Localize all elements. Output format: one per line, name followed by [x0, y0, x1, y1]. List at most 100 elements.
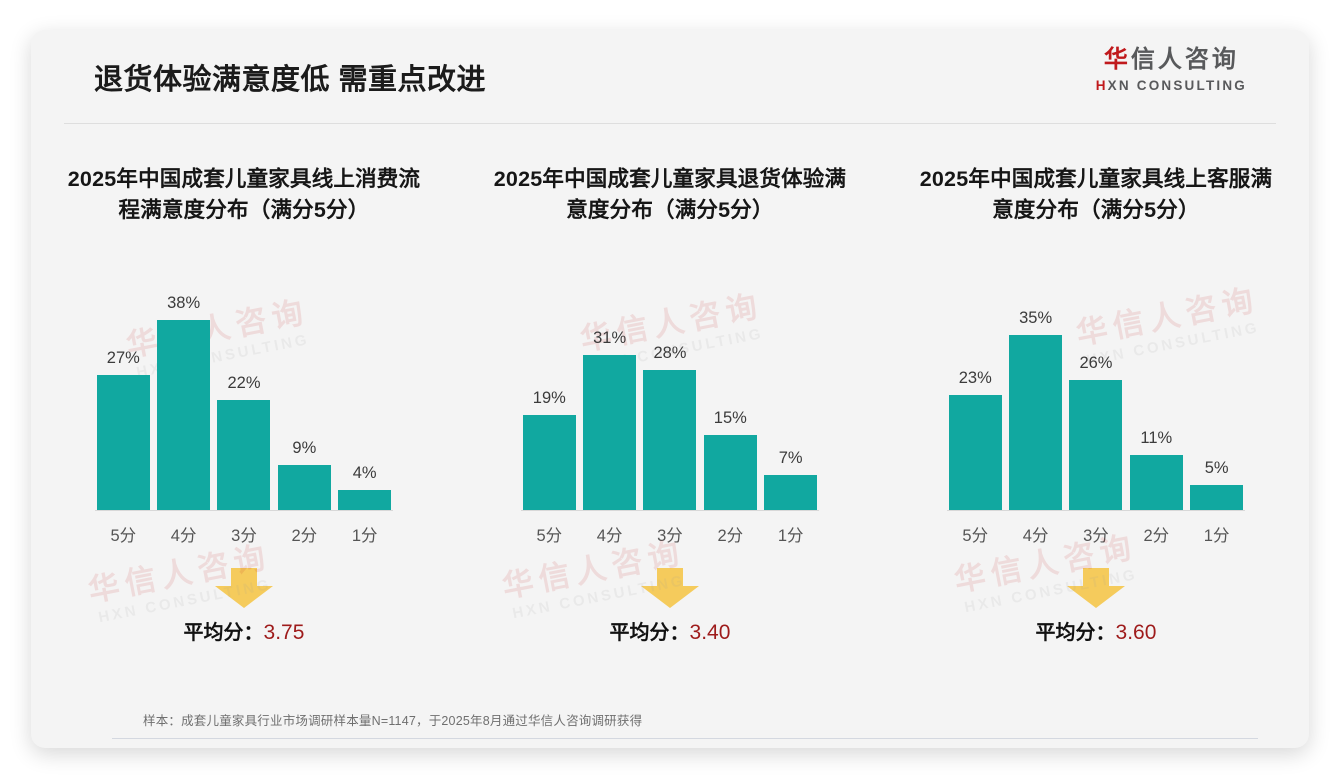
- bar-rect[interactable]: [643, 370, 697, 511]
- bar-value-label: 15%: [713, 409, 747, 428]
- category-label: 2分: [1143, 527, 1170, 546]
- bar-rect[interactable]: [948, 395, 1002, 511]
- bar-item[interactable]: 11%: [1128, 261, 1185, 511]
- bar-item[interactable]: 22%: [216, 261, 273, 511]
- bar-item[interactable]: 7%: [762, 261, 819, 511]
- chart-title: 2025年中国成套儿童家具线上客服满意度分布（满分5分）: [919, 167, 1273, 222]
- bar-item[interactable]: 19%: [521, 261, 578, 511]
- category-label: 1分: [1203, 527, 1230, 546]
- chart-panel-3: 2025年中国成套儿童家具线上客服满意度分布（满分5分） 华信人咨询 HXN C…: [883, 142, 1309, 645]
- bar-rect[interactable]: [1129, 455, 1183, 511]
- bar-rect[interactable]: [277, 465, 331, 511]
- average-label: 平均分：: [609, 622, 690, 645]
- bar-rect[interactable]: [217, 400, 271, 511]
- bar-plot: 华信人咨询 HXN CONSULTING 27% 38% 22%: [95, 261, 393, 512]
- bar-group: 27% 38% 22% 9%: [95, 261, 393, 511]
- bar-value-label: 19%: [532, 389, 566, 408]
- bar-rect[interactable]: [157, 320, 211, 511]
- down-arrow-icon: [640, 568, 699, 609]
- category-label: 3分: [231, 527, 257, 546]
- average-label: 平均分：: [183, 622, 264, 645]
- chart-panel-1: 2025年中国成套儿童家具线上消费流程满意度分布（满分5分） 华信人咨询 HXN…: [31, 142, 457, 645]
- charts-container: 2025年中国成套儿童家具线上消费流程满意度分布（满分5分） 华信人咨询 HXN…: [31, 142, 1309, 645]
- bar-value-label: 26%: [1079, 354, 1113, 373]
- average-score: 平均分：3.75: [37, 616, 451, 645]
- sample-footnote: 样本：成套儿童家具行业市场调研样本量N=1147，于2025年8月通过华信人咨询…: [143, 714, 643, 728]
- category-axis: 5分 4分 3分 2分 1分: [947, 522, 1245, 546]
- bar-item[interactable]: 31%: [581, 261, 638, 511]
- logo-chinese-rest: 信人咨询: [1130, 46, 1239, 73]
- average-value: 3.75: [263, 621, 305, 645]
- bar-rect[interactable]: [522, 415, 576, 511]
- down-arrow-icon: [214, 568, 273, 609]
- category-axis: 5分 4分 3分 2分 1分: [521, 522, 819, 546]
- bar-item[interactable]: 9%: [276, 261, 333, 511]
- chart-title: 2025年中国成套儿童家具线上消费流程满意度分布（满分5分）: [67, 167, 421, 222]
- bar-rect[interactable]: [1069, 380, 1123, 511]
- category-label: 4分: [1022, 527, 1049, 546]
- bar-item[interactable]: 35%: [1007, 261, 1064, 511]
- category-axis: 5分 4分 3分 2分 1分: [95, 522, 393, 546]
- bar-value-label: 23%: [958, 369, 992, 388]
- bar-group: 19% 31% 28% 15%: [521, 261, 819, 511]
- bar-rect[interactable]: [1009, 335, 1063, 511]
- bar-value-label: 27%: [106, 349, 140, 368]
- bar-rect[interactable]: [764, 475, 818, 511]
- average-block: 华信人咨询 HXN CONSULTING 平均分：3.40: [463, 535, 877, 645]
- axis-baseline: [520, 510, 819, 512]
- bar-value-label: 31%: [593, 329, 627, 348]
- slide-footer: ©2025.10 HXR华信人咨询 www.hxrcon.com: [31, 744, 1309, 748]
- bar-item[interactable]: 5%: [1188, 261, 1245, 511]
- bar-item[interactable]: 15%: [702, 261, 759, 511]
- axis-baseline: [95, 510, 393, 512]
- bar-group: 23% 35% 26% 11%: [947, 261, 1245, 511]
- bar-rect[interactable]: [96, 375, 150, 511]
- category-label: 5分: [962, 527, 989, 546]
- average-block: 华信人咨询 HXN CONSULTING 平均分：3.75: [37, 539, 451, 645]
- slide-card: 退货体验满意度低 需重点改进 华信人咨询 HXN CONSULTING 2025…: [31, 30, 1309, 748]
- chart-panel-2: 2025年中国成套儿童家具退货体验满意度分布（满分5分） 华信人咨询 HXN C…: [457, 142, 883, 645]
- bar-value-label: 38%: [167, 294, 201, 313]
- bar-rect[interactable]: [338, 490, 392, 511]
- page-title: 退货体验满意度低 需重点改进: [94, 64, 487, 96]
- bar-plot: 华信人咨询 HXN CONSULTING 23% 35% 26%: [946, 261, 1262, 512]
- bar-plot: 华信人咨询 HXN CONSULTING 19% 31% 28%: [520, 261, 819, 512]
- logo-chinese-accent: 华: [1103, 46, 1131, 73]
- company-logo: 华信人咨询 HXN CONSULTING: [1096, 48, 1247, 93]
- category-label: 1分: [351, 527, 378, 546]
- bar-item[interactable]: 4%: [336, 261, 393, 511]
- bar-value-label: 28%: [653, 344, 687, 363]
- bar-item[interactable]: 26%: [1068, 261, 1125, 511]
- average-score: 平均分：3.60: [889, 616, 1303, 645]
- bar-value-label: 7%: [778, 449, 803, 468]
- bar-item[interactable]: 28%: [642, 261, 699, 511]
- axis-baseline: [946, 510, 1245, 512]
- bar-rect[interactable]: [583, 355, 637, 511]
- category-label: 2分: [717, 527, 744, 546]
- chart-title: 2025年中国成套儿童家具退货体验满意度分布（满分5分）: [493, 167, 847, 222]
- bar-rect[interactable]: [703, 435, 757, 511]
- average-score: 平均分：3.40: [463, 616, 877, 645]
- average-value: 3.40: [689, 621, 731, 645]
- footer-divider: [112, 738, 1258, 739]
- category-label: 5分: [536, 527, 563, 546]
- category-label: 4分: [596, 527, 623, 546]
- bar-item[interactable]: 23%: [947, 261, 1004, 511]
- bar-item[interactable]: 27%: [95, 261, 152, 511]
- category-label: 3分: [657, 527, 683, 546]
- bar-value-label: 9%: [292, 439, 317, 458]
- header-divider: [64, 123, 1276, 124]
- bar-value-label: 4%: [352, 464, 377, 483]
- bar-value-label: 11%: [1140, 429, 1173, 448]
- slide-header: 退货体验满意度低 需重点改进 华信人咨询 HXN CONSULTING: [31, 30, 1309, 124]
- down-arrow-icon: [1066, 568, 1125, 609]
- average-block: 华信人咨询 HXN CONSULTING 平均分：3.60: [889, 529, 1303, 645]
- logo-english-accent: H: [1095, 78, 1108, 93]
- bar-value-label: 35%: [1019, 309, 1053, 328]
- category-label: 5分: [110, 527, 137, 546]
- logo-english: HXN CONSULTING: [1096, 79, 1247, 93]
- bar-rect[interactable]: [1190, 485, 1244, 511]
- average-label: 平均分：: [1035, 622, 1116, 645]
- logo-english-rest: XN CONSULTING: [1107, 78, 1247, 93]
- bar-item[interactable]: 38%: [155, 261, 212, 511]
